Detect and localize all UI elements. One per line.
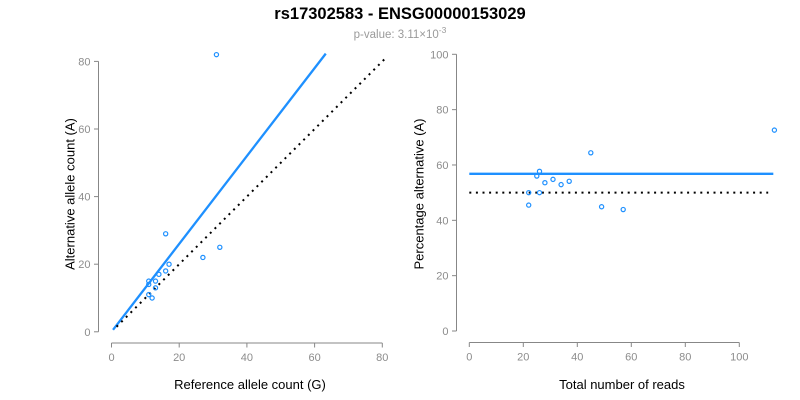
left-data-point (152, 278, 159, 284)
right-data-point (534, 173, 540, 179)
right-y-tick-label: 80 (436, 105, 448, 117)
left-data-point (146, 291, 152, 298)
left-y-tick-label: 0 (84, 327, 90, 339)
left-data-point (166, 261, 172, 267)
regression-line (112, 52, 327, 331)
left-data-point (162, 231, 169, 237)
left-y-tick-label: 80 (78, 56, 90, 68)
left-data-point (200, 254, 206, 261)
left-data-point (146, 281, 152, 288)
left-y-tick-label: 60 (78, 124, 90, 136)
left-x-tick-label: 60 (308, 352, 320, 364)
left-y-tick-label: 20 (78, 259, 90, 271)
right-y-tick-label: 60 (436, 160, 448, 172)
right-data-point (588, 150, 594, 156)
left-plot-x-axis-title: Reference allele count (G) (174, 377, 326, 392)
right-y-tick-label: 0 (442, 326, 448, 338)
left-x-tick-label: 0 (108, 352, 114, 364)
left-data-point (217, 244, 223, 250)
right-x-tick-label: 60 (625, 352, 637, 364)
right-x-tick-label: 100 (730, 352, 748, 364)
left-y-tick-label: 40 (78, 192, 90, 204)
right-data-point (526, 202, 532, 208)
right-data-point (526, 189, 532, 196)
right-x-tick-label: 80 (679, 352, 691, 364)
right-data-point (558, 181, 564, 188)
right-y-tick-label: 40 (436, 215, 448, 227)
right-y-tick-label: 20 (436, 271, 448, 283)
right-data-point (536, 189, 543, 196)
right-x-tick-label: 0 (466, 352, 472, 364)
subtitle-exponent: -3 (438, 25, 447, 35)
right-data-point (598, 204, 605, 210)
left-data-point (149, 295, 155, 301)
subtitle-text: p-value: 3.11×10 (353, 28, 439, 41)
left-data-point (213, 51, 220, 58)
right-plot-y-axis-title: Percentage alternative (A) (411, 118, 427, 270)
left-data-point (162, 268, 169, 274)
right-data-point (536, 168, 543, 175)
right-data-point (620, 206, 626, 213)
figure-subtitle: p-value: 3.11×10-3 (0, 25, 800, 41)
right-data-point (550, 176, 556, 183)
left-x-tick-label: 20 (173, 352, 185, 364)
right-data-point (771, 127, 778, 133)
left-data-point (146, 278, 152, 284)
left-data-point (156, 271, 162, 278)
left-x-tick-label: 40 (241, 352, 253, 364)
right-x-tick-label: 40 (571, 352, 583, 364)
left-x-tick-label: 80 (376, 352, 388, 364)
right-data-point (566, 178, 572, 185)
right-y-tick-label: 100 (430, 49, 448, 61)
right-plot-x-axis-title: Total number of reads (559, 377, 685, 392)
right-x-tick-label: 20 (517, 352, 529, 364)
figure-title: rs17302583 - ENSG00000153029 (274, 5, 526, 23)
left-data-point (152, 285, 159, 291)
right-data-point (542, 179, 548, 186)
left-plot-y-axis-title: Alternative allele count (A) (62, 118, 78, 270)
